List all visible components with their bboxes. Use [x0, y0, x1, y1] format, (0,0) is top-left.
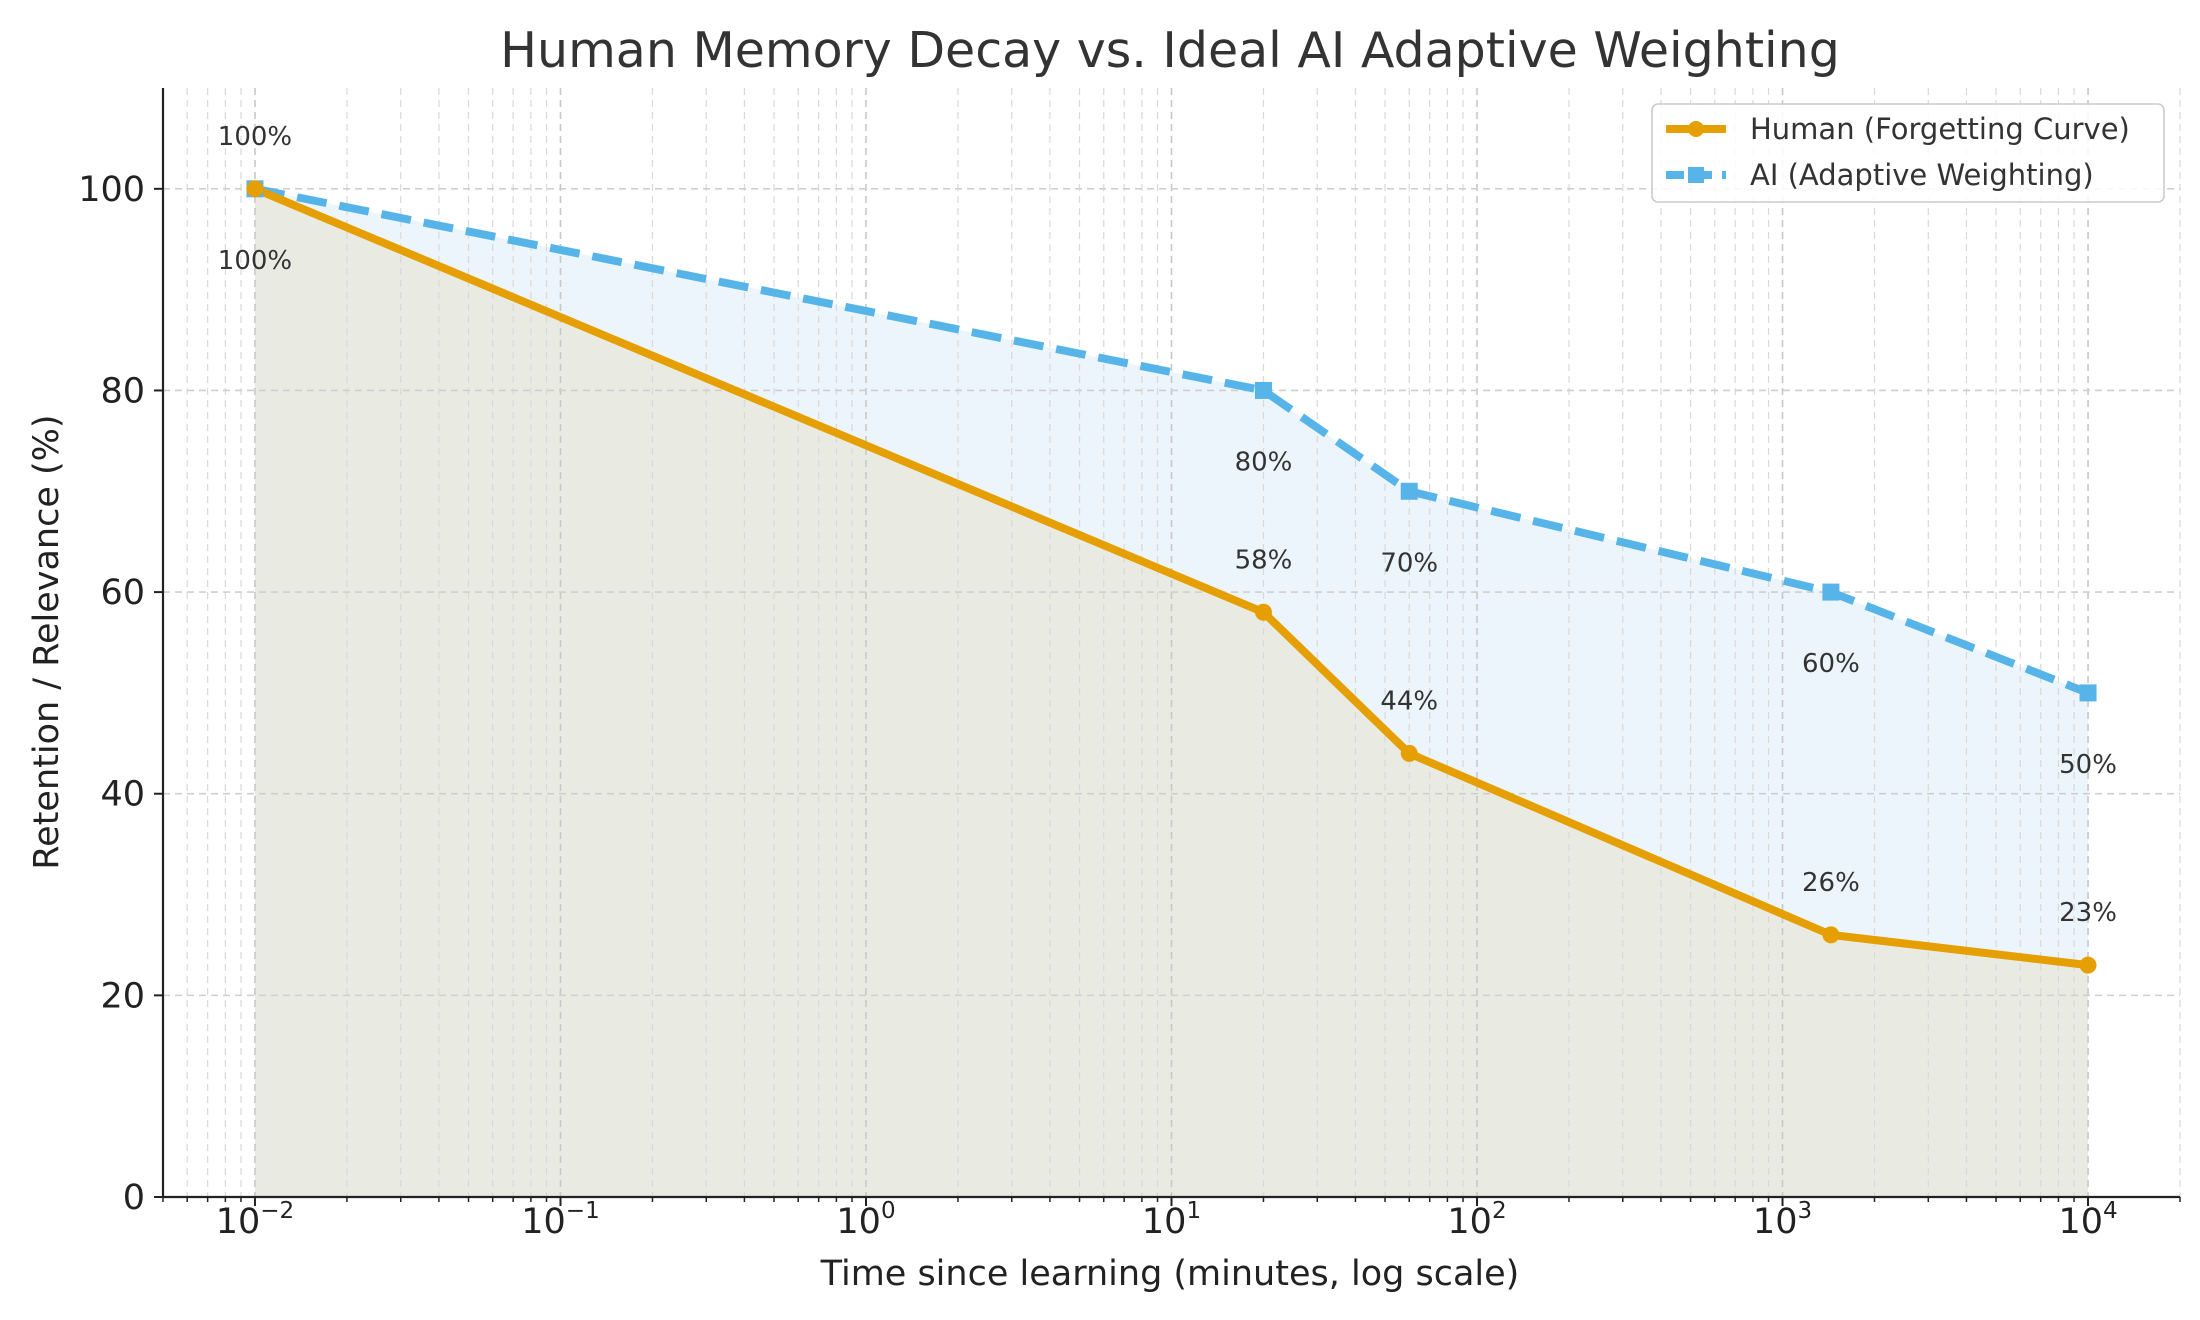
y-tick-label: 60 [100, 573, 145, 613]
ai-point-marker [1400, 482, 1418, 500]
ai-point-marker [1254, 381, 1272, 399]
x-tick-label: 104 [2058, 1198, 2117, 1242]
human-point-marker [1400, 744, 1418, 762]
human-point-marker [246, 180, 264, 198]
ai-point-marker [1822, 583, 1840, 601]
ai-data-label: 50% [2059, 750, 2117, 780]
x-tick-label: 10−2 [216, 1198, 294, 1242]
y-tick-label: 80 [100, 371, 145, 411]
legend-human-marker [1688, 121, 1704, 137]
human-data-label: 44% [1380, 686, 1438, 716]
human-point-marker [1822, 926, 1840, 944]
legend-human-label: Human (Forgetting Curve) [1750, 112, 2130, 146]
x-axis-label: Time since learning (minutes, log scale) [820, 1254, 1520, 1294]
ai-data-label: 60% [1802, 649, 1860, 679]
legend-ai-marker [1688, 167, 1704, 183]
y-tick-label: 100 [78, 170, 145, 210]
x-tick-label: 102 [1447, 1198, 1506, 1242]
legend-ai-label: AI (Adaptive Weighting) [1750, 158, 2094, 192]
x-tick-label: 100 [836, 1198, 895, 1242]
ai-point-marker [2079, 684, 2097, 702]
human-point-marker [1254, 603, 1272, 621]
chart-title: Human Memory Decay vs. Ideal AI Adaptive… [500, 22, 1840, 79]
y-tick-label: 20 [100, 976, 145, 1016]
x-tick-label: 103 [1753, 1198, 1812, 1242]
human-data-label: 100% [218, 122, 292, 152]
human-data-label: 23% [2059, 898, 2117, 928]
ai-data-label: 80% [1235, 447, 1293, 477]
y-axis-label: Retention / Relevance (%) [27, 414, 67, 869]
ai-data-label: 100% [218, 246, 292, 276]
human-point-marker [2079, 956, 2097, 974]
human-data-label: 58% [1235, 545, 1293, 575]
y-tick-label: 40 [100, 775, 145, 815]
ai-data-label: 70% [1380, 548, 1438, 578]
x-tick-label: 10−1 [521, 1198, 599, 1242]
human-data-label: 26% [1802, 868, 1860, 898]
y-tick-label: 0 [123, 1178, 145, 1218]
x-tick-label: 101 [1142, 1198, 1201, 1242]
legend-box [1651, 103, 2165, 203]
